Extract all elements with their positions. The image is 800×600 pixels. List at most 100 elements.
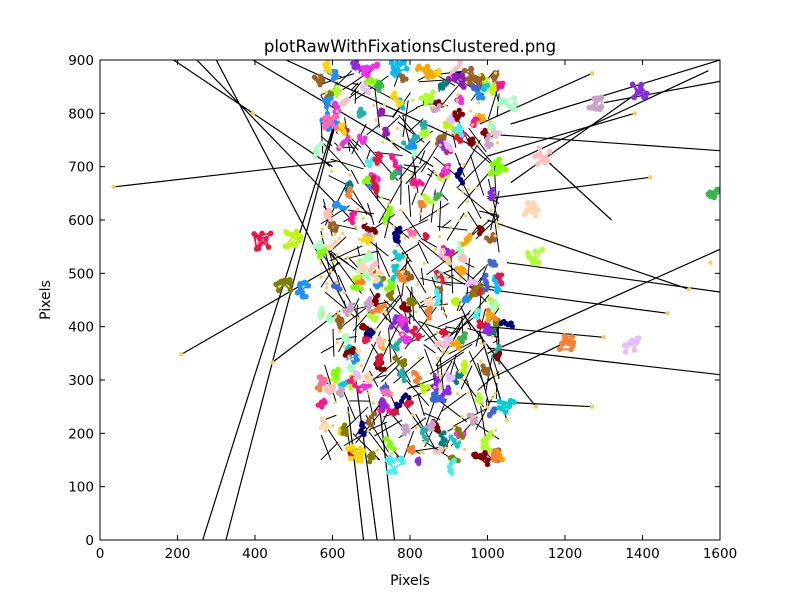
fixation-point xyxy=(382,303,388,309)
fixation-blob xyxy=(389,168,399,181)
fixation-point xyxy=(488,141,494,148)
raw-sample-point xyxy=(401,269,405,274)
raw-sample-point xyxy=(375,448,380,452)
fixation-point xyxy=(395,165,401,171)
fixation-point xyxy=(350,284,356,290)
gaze-path-segment xyxy=(492,338,500,344)
fixation-point xyxy=(492,447,498,454)
fixation-blob xyxy=(378,396,389,410)
fixation-blob xyxy=(480,429,494,444)
gaze-path-segment xyxy=(374,419,403,437)
fixation-point xyxy=(378,342,384,348)
fixation-point xyxy=(324,64,331,70)
gaze-path-segment xyxy=(350,82,359,91)
raw-sample-point xyxy=(457,370,462,374)
fixation-blob xyxy=(433,394,448,404)
fixation-blob xyxy=(393,225,403,238)
fixation-blob xyxy=(450,123,465,138)
raw-sample-point xyxy=(460,415,464,419)
fixation-point xyxy=(401,140,407,146)
fixation-cluster xyxy=(445,72,467,90)
fixation-point xyxy=(411,231,417,237)
fixation-point xyxy=(431,392,437,398)
fixation-point xyxy=(331,202,337,209)
raw-sample-point xyxy=(339,88,343,92)
gaze-path-segment xyxy=(397,121,425,143)
gaze-path-segment xyxy=(382,114,393,117)
cluster-point xyxy=(387,468,394,475)
fixation-blob xyxy=(490,447,501,464)
raw-sample-point xyxy=(436,208,441,212)
chart-title: plotRawWithFixationsClustered.png xyxy=(264,37,556,56)
raw-sample-point xyxy=(479,359,483,363)
raw-sample-point xyxy=(383,310,387,314)
fixation-point xyxy=(400,73,406,79)
fixation-point xyxy=(430,89,436,95)
raw-sample-point xyxy=(493,132,497,136)
raw-sample-point xyxy=(329,269,333,273)
outlier-point xyxy=(111,184,116,190)
fixation-point xyxy=(483,272,489,278)
fixation-blob xyxy=(488,82,497,96)
gaze-path-segment xyxy=(465,378,479,414)
fixation-blob xyxy=(422,231,430,241)
fixation-blob xyxy=(335,385,346,399)
raw-sample-point xyxy=(415,283,419,287)
fixation-point xyxy=(320,250,326,256)
fixation-point xyxy=(392,249,398,255)
saccade-line xyxy=(487,342,566,381)
saccade-line xyxy=(510,91,639,184)
raw-sample-point xyxy=(490,129,495,134)
fixation-point xyxy=(480,95,486,101)
raw-sample-point xyxy=(400,332,404,337)
fixation-blob xyxy=(390,337,403,352)
gaze-path-segment xyxy=(417,394,425,417)
fixation-point xyxy=(454,379,460,386)
fixation-point xyxy=(363,265,369,272)
fixation-point xyxy=(492,353,499,359)
x-tick-label: 400 xyxy=(242,546,268,562)
cluster-point xyxy=(622,349,629,355)
raw-sample-point xyxy=(362,233,366,237)
saccade-line xyxy=(487,248,720,354)
gaze-path-segment xyxy=(366,123,381,136)
gaze-path-segment xyxy=(408,118,424,132)
fixation-point xyxy=(400,105,406,111)
fixation-blob xyxy=(341,332,351,344)
fixation-blob xyxy=(466,412,479,427)
fixation-blob xyxy=(454,265,468,276)
fixation-point xyxy=(317,314,324,321)
fixation-point xyxy=(316,374,322,380)
cluster-point xyxy=(273,281,279,288)
fixation-blob xyxy=(417,199,427,209)
fixation-blob xyxy=(460,359,469,375)
fixation-point xyxy=(341,334,347,340)
fixation-blob xyxy=(321,95,334,110)
fixation-blob xyxy=(316,374,328,387)
x-tick-label: 1200 xyxy=(548,546,582,562)
fixation-blob xyxy=(361,222,379,235)
raw-sample-point xyxy=(337,236,341,240)
fixation-point xyxy=(454,133,461,139)
fixation-point xyxy=(490,74,496,80)
fixation-cluster xyxy=(525,246,546,267)
fixation-blob xyxy=(392,249,405,262)
fixation-blob xyxy=(336,134,351,152)
gaze-path-segment xyxy=(422,303,449,308)
fixation-blob xyxy=(388,314,401,330)
raw-sample-point xyxy=(438,143,442,147)
raw-sample-point xyxy=(431,105,435,109)
fixation-point xyxy=(411,151,417,157)
gaze-path-segment xyxy=(411,192,417,206)
saccade-line xyxy=(202,129,334,540)
cluster-point xyxy=(484,457,491,463)
fixation-cluster xyxy=(586,94,605,113)
fixation-point xyxy=(328,95,334,101)
raw-sample-point xyxy=(335,281,339,285)
fixation-blob xyxy=(325,312,335,325)
plot-area xyxy=(111,60,720,540)
gaze-path-segment xyxy=(328,175,349,186)
gaze-path-segment xyxy=(372,294,404,334)
fixation-blob xyxy=(374,353,384,368)
fixation-blob xyxy=(338,96,350,107)
